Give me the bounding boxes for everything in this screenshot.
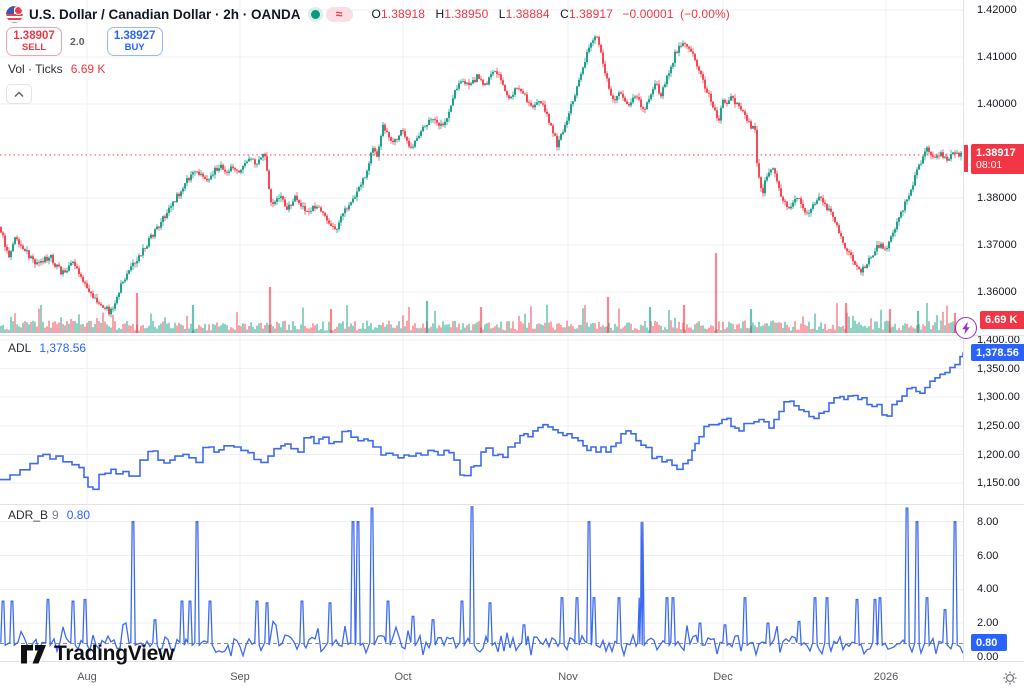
axis-label: 0.00 (977, 651, 999, 663)
time-axis-label: Nov (558, 671, 578, 683)
time-axis-label: Oct (394, 671, 412, 683)
high-value: 1.38950 (444, 7, 489, 21)
axis-label: 4.00 (977, 583, 999, 595)
buy-price: 1.38927 (113, 29, 156, 42)
delayed-data-icon[interactable]: ≈ (325, 6, 353, 22)
time-axis-label: Sep (230, 671, 250, 683)
countdown-time: 08:01 (976, 159, 1003, 172)
high-label: H (435, 7, 445, 21)
axis-label: 2.00 (977, 617, 999, 629)
settings-gear-icon[interactable] (1001, 669, 1019, 687)
spread-value: 2.0 (70, 35, 85, 48)
axis-label: 1,200.00 (977, 449, 1020, 461)
last-price-badge: 1.38917 08:01 (971, 144, 1024, 174)
adl-legend: ADL 1,378.56 (8, 341, 86, 355)
instant-trading-bolt-icon[interactable] (955, 317, 977, 339)
tradingview-logo-text: TradingView (54, 642, 175, 665)
pane-divider-time-axis (0, 661, 1024, 662)
low-label: L (498, 7, 506, 21)
collapse-pane-button[interactable] (6, 84, 32, 104)
close-label: C (560, 7, 569, 21)
order-panel: 1.38907 SELL 2.0 1.38927 BUY (6, 27, 163, 56)
axis-label: 1,350.00 (977, 363, 1020, 375)
pane-divider-adl-adrb[interactable] (0, 504, 1024, 505)
adrb-indicator-value: 0.80 (66, 508, 91, 522)
tradingview-logo[interactable]: TradingView (20, 642, 174, 666)
adrb-indicator-label[interactable]: ADR_B (8, 508, 49, 522)
axis-label: 1.36000 (977, 286, 1017, 298)
low-value: 1.38884 (505, 7, 550, 21)
chart-header: U.S. Dollar / Canadian Dollar · 2h · OAN… (6, 4, 730, 24)
axis-label: 1.41000 (977, 51, 1017, 63)
usdcad-pair-icon (6, 5, 23, 23)
ohlc-values: O1.38918 H1.38950 L1.38884 C1.38917 −0.0… (365, 7, 730, 21)
axis-label: 1,400.00 (977, 334, 1020, 346)
open-label: O (371, 7, 381, 21)
volume-legend-label[interactable]: Vol · Ticks (8, 62, 63, 76)
time-axis-label: Dec (713, 671, 733, 683)
time-axis-label: 2026 (873, 671, 899, 683)
volume-legend: Vol · Ticks 6.69 K (8, 62, 105, 76)
axis-label: 8.00 (977, 516, 999, 528)
pane-divider-price-adl[interactable] (0, 335, 1024, 336)
axis-label: 1,150.00 (977, 477, 1020, 489)
axis-label: 1.40000 (977, 98, 1017, 110)
axis-label: 1.37000 (977, 239, 1017, 251)
adl-indicator-value: 1,378.56 (39, 341, 87, 355)
axis-label: 1,300.00 (977, 391, 1020, 403)
chevron-up-icon (14, 90, 24, 97)
axis-label: 1.38000 (977, 192, 1017, 204)
adl-value-badge: 1,378.56 (971, 344, 1024, 361)
sell-button[interactable]: 1.38907 SELL (6, 27, 62, 56)
last-price-value: 1.38917 (976, 146, 1016, 159)
adrb-indicator-param: 9 (52, 508, 59, 522)
close-value: 1.38917 (568, 7, 613, 21)
symbol-title[interactable]: U.S. Dollar / Canadian Dollar · 2h · OAN… (29, 6, 301, 22)
last-candle-axis-tick (964, 145, 968, 172)
time-axis-label: Aug (77, 671, 97, 683)
adrb-value-badge: 0.80 (971, 634, 1007, 651)
volume-legend-value: 6.69 K (70, 62, 106, 76)
change-percent: (−0.00%) (680, 7, 730, 21)
tradingview-logo-mark-icon (21, 644, 46, 663)
sell-label: SELL (21, 41, 47, 53)
volume-value-badge: 6.69 K (980, 311, 1024, 329)
axis-label: 1.42000 (977, 4, 1017, 16)
change-value: −0.00001 (622, 7, 674, 21)
buy-button[interactable]: 1.38927 BUY (106, 27, 163, 56)
open-value: 1.38918 (380, 7, 426, 21)
adl-indicator-label[interactable]: ADL (8, 341, 32, 355)
market-status-dot-icon[interactable] (310, 9, 320, 19)
adrb-legend: ADR_B 9 0.80 (8, 508, 90, 522)
axis-label: 6.00 (977, 550, 999, 562)
axis-label: 1,250.00 (977, 420, 1020, 432)
sell-price: 1.38907 (13, 29, 55, 42)
buy-label: BUY (124, 41, 145, 53)
